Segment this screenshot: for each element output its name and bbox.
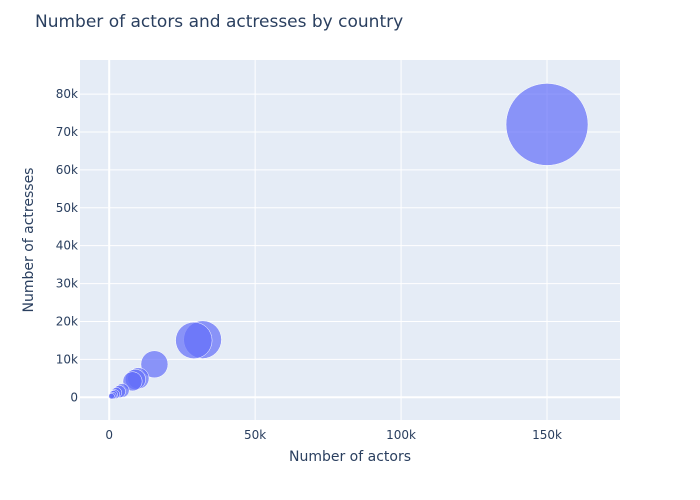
x-tick-label: 50k [244, 428, 266, 442]
x-tick-label: 0 [105, 428, 113, 442]
y-tick-label: 10k [56, 352, 78, 366]
bubble-point [175, 321, 213, 359]
bubble-point [108, 392, 115, 400]
y-tick-label: 30k [56, 277, 78, 291]
y-tick-label: 0 [70, 390, 78, 404]
y-tick-label: 70k [56, 125, 78, 139]
y-axis-title: Number of actresses [21, 168, 37, 313]
y-tick-label: 20k [56, 314, 78, 328]
x-tick-label: 150k [532, 428, 562, 442]
x-tick-label: 100k [386, 428, 416, 442]
bubble-point [140, 350, 169, 379]
y-tick-label: 60k [56, 163, 78, 177]
x-axis-title: Number of actors [289, 449, 411, 465]
y-tick-label: 50k [56, 201, 78, 215]
y-tick-label: 40k [56, 239, 78, 253]
tick-labels: 0 50k 100k 150k 0 10k 20k 30k 40k 50k 60k 70k 80k [56, 87, 562, 442]
chart-title: Number of actors and actresses by countr… [35, 12, 404, 32]
bubble-point [505, 83, 589, 166]
bubbles [108, 83, 589, 400]
y-tick-label: 80k [56, 87, 78, 101]
